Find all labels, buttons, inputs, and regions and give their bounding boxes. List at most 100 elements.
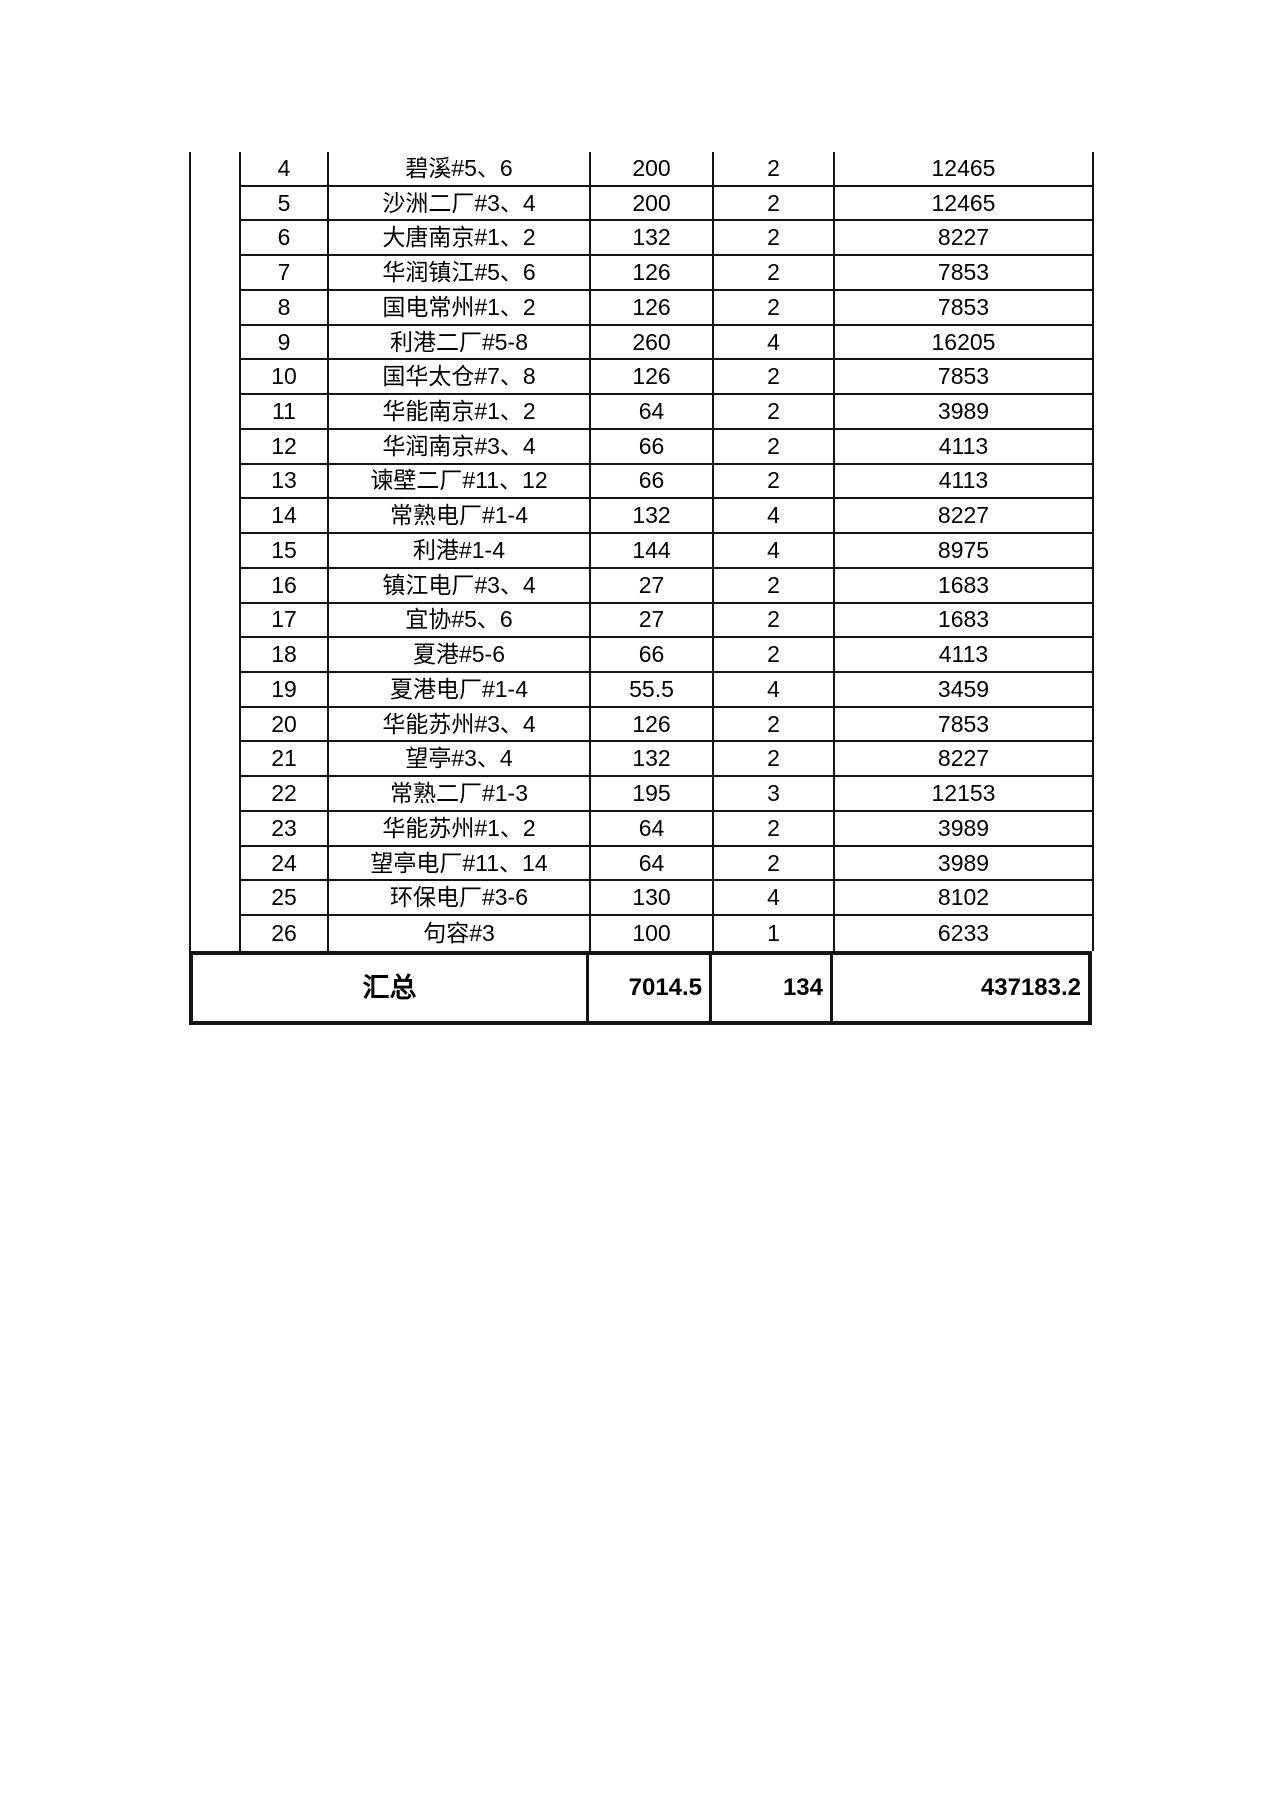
capacity-cell: 126 — [591, 256, 714, 291]
plant-name-cell: 利港二厂#5-8 — [329, 325, 591, 361]
unit-count-cell: 2 — [714, 464, 835, 500]
row-number-cell: 6 — [241, 221, 329, 257]
capacity-cell: 66 — [591, 429, 714, 465]
plant-name-cell: 华润南京#3、4 — [329, 429, 591, 465]
total-value-cell: 12465 — [835, 186, 1094, 222]
plant-name-cell: 宜协#5、6 — [329, 603, 591, 639]
empty-left-strip-cell — [191, 152, 241, 951]
unit-count-cell: 2 — [714, 221, 835, 257]
summary-units-cell: 134 — [712, 955, 833, 1021]
row-number-cell: 17 — [241, 603, 329, 639]
plant-name-cell: 华润镇江#5、6 — [329, 256, 591, 291]
plant-name-cell: 环保电厂#3-6 — [329, 881, 591, 917]
summary-label: 汇总 — [362, 972, 417, 1003]
capacity-cell: 27 — [591, 603, 714, 639]
capacity-cell: 144 — [591, 534, 714, 569]
total-value-cell: 6233 — [835, 916, 1094, 951]
total-value-cell: 12465 — [835, 152, 1094, 187]
total-value-cell: 4113 — [835, 638, 1094, 674]
unit-count-cell: 4 — [714, 325, 835, 361]
row-number-cell: 8 — [241, 290, 329, 326]
total-value-cell: 1683 — [835, 568, 1094, 604]
unit-count-cell: 2 — [714, 360, 835, 396]
unit-count-cell: 2 — [714, 395, 835, 430]
total-value-cell: 3459 — [835, 673, 1094, 708]
row-number-cell: 10 — [241, 360, 329, 396]
unit-count-cell: 4 — [714, 673, 835, 708]
capacity-cell: 64 — [591, 846, 714, 882]
power-plant-table: 4 碧溪#5、6 200 2 12465 5 沙洲二厂#3、4 200 2 12465 6 大唐南京#… — [189, 152, 1094, 951]
capacity-cell: 200 — [591, 152, 714, 187]
row-number-cell: 24 — [241, 846, 329, 882]
capacity-cell: 64 — [591, 811, 714, 847]
total-value-cell: 12153 — [835, 777, 1094, 812]
summary-row: 汇总 7014.5 134 437183.2 — [189, 951, 1092, 1025]
total-value-cell: 4113 — [835, 429, 1094, 465]
unit-count-cell: 2 — [714, 152, 835, 187]
row-number-cell: 22 — [241, 777, 329, 812]
unit-count-cell: 1 — [714, 916, 835, 951]
unit-count-cell: 2 — [714, 186, 835, 222]
capacity-cell: 66 — [591, 464, 714, 500]
unit-count-cell: 2 — [714, 568, 835, 604]
row-number-cell: 12 — [241, 429, 329, 465]
summary-units-value: 134 — [782, 974, 823, 1001]
capacity-cell: 260 — [591, 325, 714, 361]
row-number-cell: 5 — [241, 186, 329, 222]
unit-count-cell: 2 — [714, 256, 835, 291]
row-number-cell: 23 — [241, 811, 329, 847]
capacity-cell: 200 — [591, 186, 714, 222]
plant-name-cell: 华能南京#1、2 — [329, 395, 591, 430]
unit-count-cell: 2 — [714, 603, 835, 639]
row-number-cell: 14 — [241, 499, 329, 535]
total-value-cell: 8227 — [835, 499, 1094, 535]
unit-count-cell: 2 — [714, 638, 835, 674]
total-value-cell: 3989 — [835, 846, 1094, 882]
plant-name-cell: 华能苏州#3、4 — [329, 707, 591, 743]
total-value-cell: 8227 — [835, 221, 1094, 257]
row-number-cell: 20 — [241, 707, 329, 743]
total-value-cell: 3989 — [835, 395, 1094, 430]
plant-name-cell: 夏港#5-6 — [329, 638, 591, 674]
unit-count-cell: 2 — [714, 811, 835, 847]
unit-count-cell: 4 — [714, 499, 835, 535]
total-value-cell: 7853 — [835, 256, 1094, 291]
capacity-cell: 126 — [591, 707, 714, 743]
total-value-cell: 16205 — [835, 325, 1094, 361]
unit-count-cell: 2 — [714, 429, 835, 465]
summary-capacity-cell: 7014.5 — [589, 955, 712, 1021]
plant-name-cell: 镇江电厂#3、4 — [329, 568, 591, 604]
total-value-cell: 7853 — [835, 360, 1094, 396]
capacity-cell: 132 — [591, 499, 714, 535]
unit-count-cell: 2 — [714, 742, 835, 778]
plant-name-cell: 谏壁二厂#11、12 — [329, 464, 591, 500]
total-value-cell: 3989 — [835, 811, 1094, 847]
unit-count-cell: 4 — [714, 534, 835, 569]
capacity-cell: 130 — [591, 881, 714, 917]
plant-name-cell: 沙洲二厂#3、4 — [329, 186, 591, 222]
row-number-cell: 9 — [241, 325, 329, 361]
capacity-cell: 126 — [591, 360, 714, 396]
row-number-cell: 4 — [241, 152, 329, 187]
plant-name-cell: 国电常州#1、2 — [329, 290, 591, 326]
total-value-cell: 8975 — [835, 534, 1094, 569]
row-number-cell: 16 — [241, 568, 329, 604]
row-number-cell: 19 — [241, 673, 329, 708]
capacity-cell: 27 — [591, 568, 714, 604]
plant-name-cell: 华能苏州#1、2 — [329, 811, 591, 847]
plant-name-cell: 常熟电厂#1-4 — [329, 499, 591, 535]
plant-name-cell: 望亭电厂#11、14 — [329, 846, 591, 882]
unit-count-cell: 4 — [714, 881, 835, 917]
summary-total-value: 437183.2 — [980, 974, 1081, 1001]
capacity-cell: 132 — [591, 742, 714, 778]
plant-name-cell: 利港#1-4 — [329, 534, 591, 569]
unit-count-cell: 2 — [714, 707, 835, 743]
total-value-cell: 4113 — [835, 464, 1094, 500]
total-value-cell: 7853 — [835, 290, 1094, 326]
row-number-cell: 25 — [241, 881, 329, 917]
summary-label-cell: 汇总 — [193, 955, 589, 1021]
row-number-cell: 18 — [241, 638, 329, 674]
total-value-cell: 1683 — [835, 603, 1094, 639]
summary-capacity-value: 7014.5 — [628, 974, 702, 1001]
